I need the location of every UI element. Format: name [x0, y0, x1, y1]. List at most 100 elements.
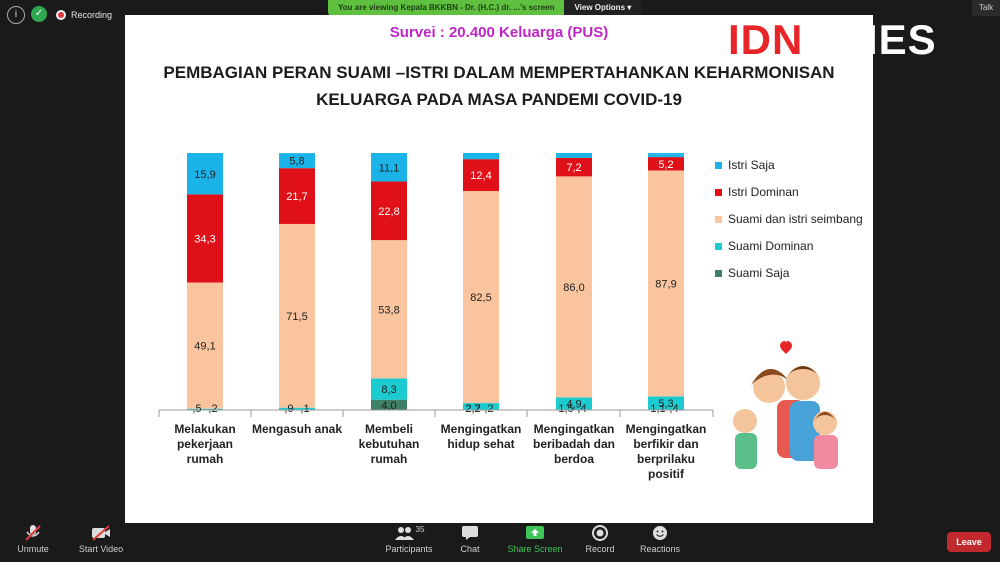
reactions-button[interactable]: Reactions — [636, 522, 684, 562]
info-icon[interactable]: i — [7, 6, 25, 24]
share-screen-icon — [505, 522, 565, 544]
chat-button[interactable]: Chat — [452, 522, 488, 562]
record-button[interactable]: Record — [580, 522, 620, 562]
legend-entry: Suami Dominan — [728, 239, 813, 253]
start-video-label: Start Video — [78, 544, 124, 554]
bar-segment-suami-dan-istri-seimbang — [463, 191, 499, 404]
viewing-message: You are viewing Kepala BKKBN - Dr. (H.C.… — [328, 0, 565, 16]
data-label: 8,3 — [381, 384, 396, 396]
data-label: 11,1 — [379, 162, 400, 174]
zoom-top-bar: i ✓ Recording You are viewing Kepala BKK… — [0, 0, 1000, 30]
reactions-icon — [636, 522, 684, 544]
data-label-extra: ,4 — [577, 403, 586, 415]
viewing-banner: You are viewing Kepala BKKBN - Dr. (H.C.… — [328, 0, 642, 16]
record-dot-icon — [56, 10, 66, 20]
view-options-button[interactable]: View Options ▾ — [564, 0, 642, 16]
legend-swatch — [715, 189, 722, 196]
talk-tab[interactable]: Talk — [972, 0, 1000, 16]
bar-segment-suami-dan-istri-seimbang — [371, 240, 407, 379]
father-head — [786, 366, 820, 400]
bar-segment-suami-dominan — [648, 396, 684, 410]
legend-swatch — [715, 270, 722, 277]
bar-segment-istri-saja — [371, 153, 407, 182]
participants-count: 35 — [415, 524, 425, 534]
data-label: 82,5 — [470, 292, 491, 304]
x-tick-label: Membeli kebutuhan rumah — [359, 422, 420, 466]
bar-segment-suami-dan-istri-seimbang — [648, 170, 684, 397]
girl-hair — [813, 412, 837, 423]
data-label: 4,9 — [566, 399, 581, 411]
father-hair — [785, 366, 821, 379]
bar-segment-suami-dominan — [187, 408, 223, 410]
bar-segment-istri-saja-top — [463, 153, 499, 154]
boy-head — [733, 409, 757, 433]
share-screen-button[interactable]: Share Screen — [505, 522, 565, 562]
data-label: 34,3 — [194, 233, 215, 245]
father-body — [790, 401, 820, 461]
record-icon — [580, 522, 620, 544]
start-video-button[interactable]: Start Video — [76, 522, 126, 562]
participants-button[interactable]: 35 Participants — [383, 522, 435, 562]
x-tick-label: Mengingatkan beribadah dan berdoa — [533, 422, 615, 466]
data-label: 5,2 — [658, 159, 673, 171]
bar-segment-suami-dan-istri-seimbang — [187, 282, 223, 409]
data-label: 22,8 — [378, 206, 399, 218]
data-label: 2,7 — [465, 403, 480, 415]
participants-icon-wrap: 35 — [383, 522, 435, 544]
data-label: 86,0 — [563, 282, 584, 294]
bar-segment-istri-saja — [463, 153, 499, 160]
bar-segment-suami-saja — [371, 399, 407, 410]
bar-segment-istri-dominan — [648, 157, 684, 171]
leave-button[interactable]: Leave — [947, 532, 991, 552]
bar-segment-istri-dominan — [371, 181, 407, 241]
survey-subtitle: Survei : 20.400 Keluarga (PUS) — [389, 24, 609, 41]
family-illustration — [733, 340, 838, 469]
bar-segment-istri-saja — [279, 153, 315, 169]
recording-label: Recording — [71, 10, 113, 20]
data-label-extra: ,1 — [300, 403, 309, 415]
data-label: 71,5 — [286, 311, 307, 323]
participants-icon — [394, 527, 414, 540]
x-tick-label: Melakukan pekerjaan rumah — [174, 422, 235, 466]
girl-body — [814, 435, 838, 469]
heart-icon — [780, 340, 792, 354]
x-tick-label: Mengingatkan berfikir dan berprilaku positi… — [626, 422, 707, 481]
video-off-icon — [76, 522, 126, 544]
legend-entry: Suami Saja — [728, 266, 790, 280]
data-label: 87,9 — [655, 278, 676, 290]
unmute-button[interactable]: Unmute — [10, 522, 56, 562]
legend-entry: Istri Saja — [728, 158, 775, 172]
stacked-bar-chart: ,5 49,1 34,3 15,9 ,2 ,9 71,5 21,7 5,8 ,1 4,0 8,3 53,… — [158, 153, 863, 481]
boy-body — [735, 433, 757, 469]
participants-label: Participants — [385, 544, 433, 554]
view-options-label: View Options — [574, 3, 626, 12]
idn-times-watermark: IDN TIMES — [728, 18, 937, 62]
record-label: Record — [585, 544, 615, 554]
shared-slide: Survei : 20.400 Keluarga (PUS) PEMBAGIAN… — [125, 15, 873, 523]
bar-segment-istri-saja-top — [648, 153, 684, 155]
title-line-2: KELUARGA PADA MASA PANDEMI COVID-19 — [316, 90, 682, 109]
bar-segment-istri-dominan — [187, 194, 223, 283]
bar-segment-istri-saja — [187, 153, 223, 195]
data-label: 15,9 — [194, 169, 215, 181]
reactions-label: Reactions — [639, 544, 681, 554]
data-label-extra: ,2 — [208, 403, 217, 415]
microphone-muted-icon — [10, 522, 56, 544]
share-screen-label: Share Screen — [507, 544, 563, 554]
bar-segment-istri-saja-top — [556, 153, 592, 155]
recording-indicator[interactable]: Recording — [56, 6, 112, 24]
bar-segment-istri-dominan — [463, 159, 499, 192]
data-label: ,9 — [284, 403, 293, 415]
data-label: 7,2 — [566, 162, 581, 174]
data-label-extra: ,4 — [669, 403, 678, 415]
shield-icon[interactable]: ✓ — [31, 6, 47, 22]
bar-segment-suami-dominan — [371, 378, 407, 400]
data-label: 2,2 — [465, 403, 480, 415]
x-tick-label: Mengasuh anak — [252, 422, 342, 436]
bar-segment-suami-dominan — [556, 397, 592, 410]
mother-hair — [751, 368, 789, 385]
data-label: 21,7 — [286, 191, 307, 203]
watermark-idn: IDN — [728, 16, 804, 63]
data-label: 53,8 — [378, 304, 399, 316]
legend-entry: Istri Dominan — [728, 185, 799, 199]
